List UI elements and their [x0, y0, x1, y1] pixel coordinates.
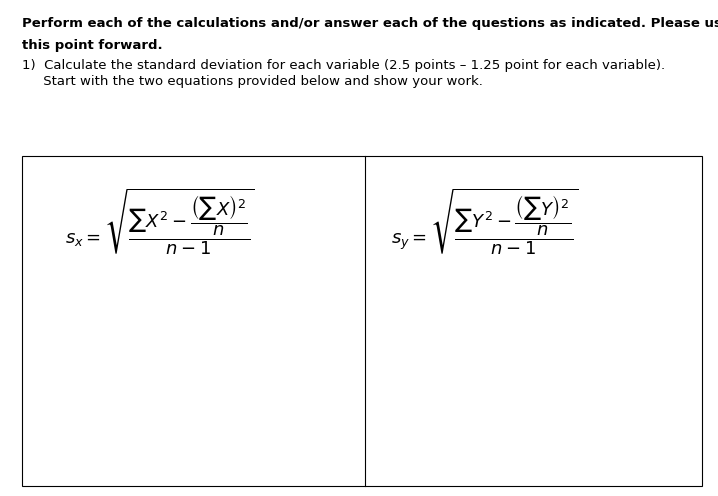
Text: this point forward.: this point forward. — [22, 39, 162, 52]
Bar — [22, 156, 702, 486]
Text: Perform each of the calculations and/or answer each of the questions as indicate: Perform each of the calculations and/or … — [22, 17, 718, 30]
Text: Start with the two equations provided below and show your work.: Start with the two equations provided be… — [22, 75, 482, 88]
Text: $s_x = \sqrt{\dfrac{\sum X^2 - \dfrac{\left(\sum X\right)^2}{n}}{n-1}}$: $s_x = \sqrt{\dfrac{\sum X^2 - \dfrac{\l… — [65, 186, 254, 257]
Text: 1)  Calculate the standard deviation for each variable (2.5 points – 1.25 point : 1) Calculate the standard deviation for … — [22, 59, 665, 71]
Text: $s_y = \sqrt{\dfrac{\sum Y^2 - \dfrac{\left(\sum Y\right)^2}{n}}{n-1}}$: $s_y = \sqrt{\dfrac{\sum Y^2 - \dfrac{\l… — [391, 186, 578, 257]
